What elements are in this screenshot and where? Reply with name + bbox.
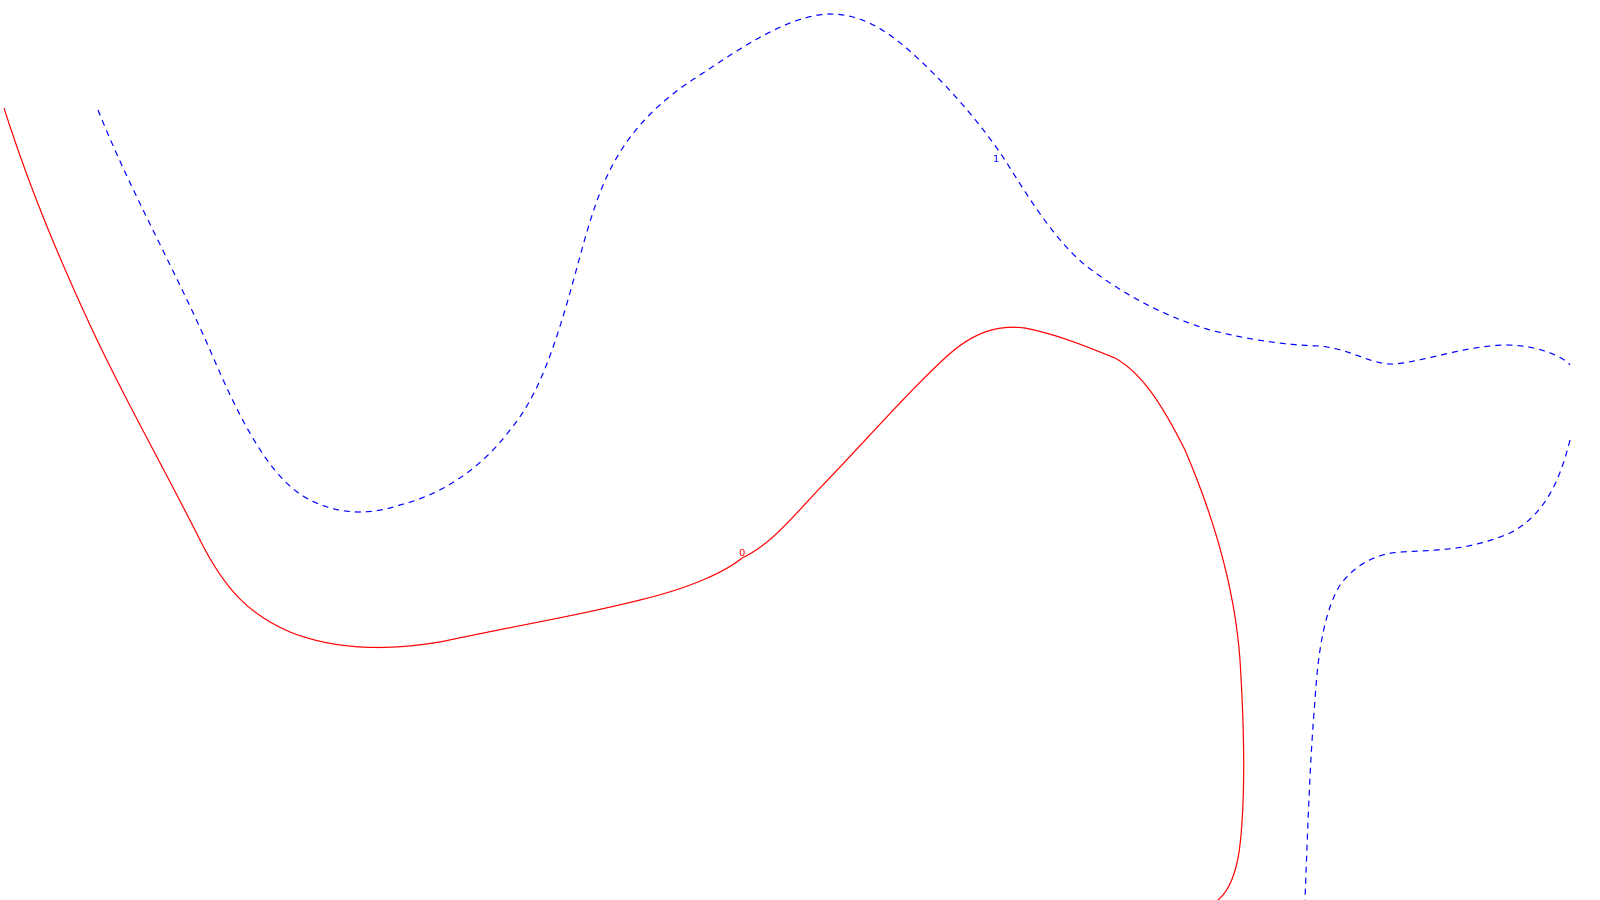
- contour-line-level-1: [97, 13, 1571, 513]
- contour-label-level-0: 0: [739, 548, 745, 559]
- contour-line-level-0: [3, 107, 1245, 900]
- contour-label-level-1: 1: [993, 154, 999, 165]
- contour-line-level-1-segment: [1304, 439, 1571, 900]
